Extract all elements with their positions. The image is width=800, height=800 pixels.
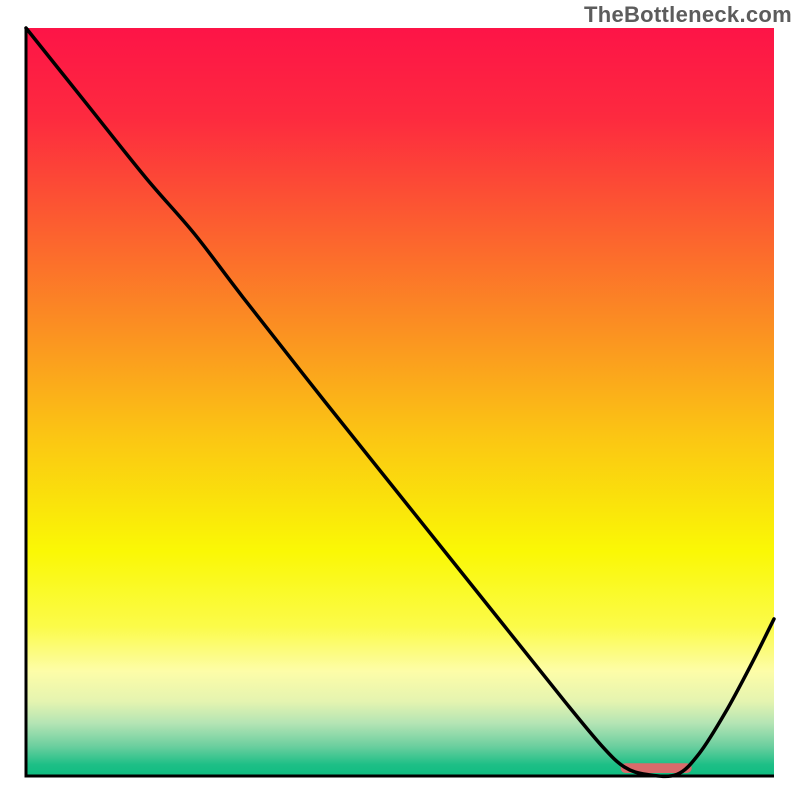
bottleneck-chart: [0, 0, 800, 800]
chart-container: { "watermark": { "text": "TheBottleneck.…: [0, 0, 800, 800]
gradient-background: [26, 28, 774, 776]
